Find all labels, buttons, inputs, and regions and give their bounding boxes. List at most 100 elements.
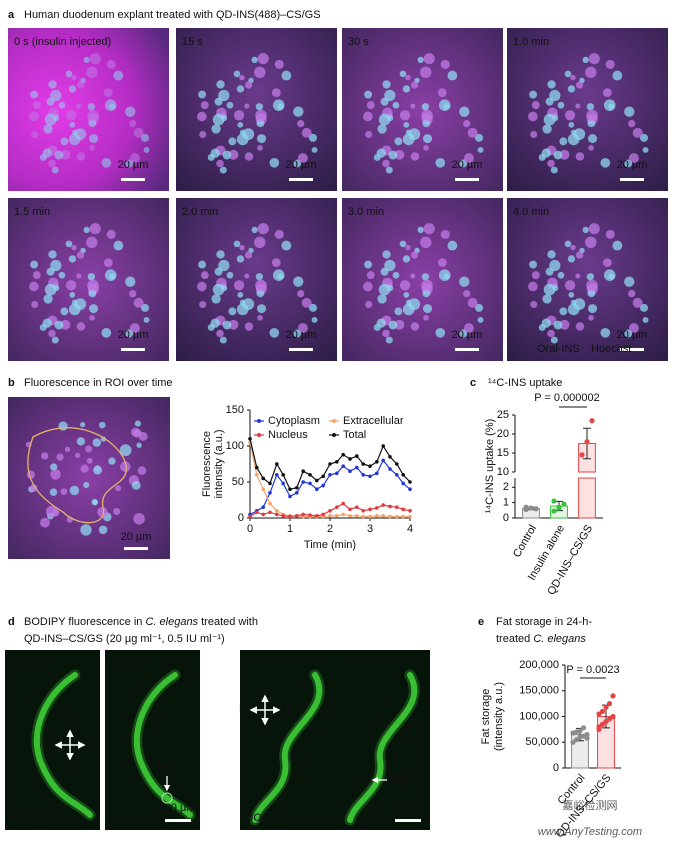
- cell: [543, 283, 556, 296]
- cell: [219, 336, 227, 344]
- cell: [410, 152, 420, 161]
- cell: [49, 488, 58, 496]
- cell: [547, 159, 555, 168]
- cell: [69, 485, 80, 496]
- time-label: 1.5 min: [14, 206, 50, 218]
- cell: [101, 157, 112, 168]
- cell: [628, 153, 639, 164]
- title-part: treated: [496, 633, 533, 645]
- stain-label: BODIPY: [246, 812, 288, 824]
- cell: [58, 421, 68, 431]
- cell: [74, 452, 81, 459]
- cell: [108, 457, 116, 465]
- cell: [200, 271, 209, 280]
- cell: [405, 244, 411, 251]
- cell: [388, 320, 398, 330]
- cell: [89, 53, 101, 65]
- cell: [255, 279, 267, 292]
- point: [375, 514, 379, 518]
- cell: [377, 294, 387, 304]
- cell: [402, 255, 411, 263]
- panel-letter: b: [8, 377, 15, 389]
- cell: [137, 466, 147, 475]
- cell: [588, 134, 598, 144]
- legend-marker: [257, 433, 261, 437]
- data-point: [580, 725, 587, 731]
- cell: [642, 146, 649, 153]
- data-point: [533, 506, 539, 512]
- point: [388, 504, 392, 509]
- cell: [559, 137, 568, 146]
- cell: [528, 281, 538, 292]
- cell: [60, 149, 71, 160]
- cell: [281, 70, 292, 81]
- micrograph-bg: [8, 28, 169, 191]
- cell: [83, 56, 90, 64]
- cell: [628, 290, 636, 298]
- cell: [587, 289, 596, 298]
- cell: [378, 283, 391, 296]
- cell: [575, 152, 585, 161]
- cell: [642, 316, 649, 323]
- cell: [65, 240, 73, 248]
- cell: [529, 260, 538, 269]
- cell: [392, 271, 400, 279]
- y-axis-title: intensity (a.u.): [213, 429, 225, 498]
- scale-bar: [455, 178, 479, 181]
- y-tick-label: 15: [497, 447, 509, 459]
- point: [388, 467, 392, 471]
- point: [368, 464, 372, 468]
- point: [328, 462, 332, 466]
- micrograph-bg: [5, 650, 100, 830]
- cell: [639, 303, 649, 312]
- micrograph: [8, 28, 169, 191]
- series-line: [249, 459, 411, 515]
- cell: [628, 120, 636, 128]
- cell: [101, 327, 112, 338]
- cell: [257, 315, 263, 321]
- cell: [39, 153, 47, 161]
- title-part: BODIPY fluorescence in: [24, 616, 145, 628]
- cell: [570, 244, 576, 251]
- point: [275, 509, 279, 513]
- scale-bar: [620, 348, 644, 351]
- scale-label: 200 µm: [159, 802, 196, 814]
- point: [261, 487, 266, 492]
- data-point: [551, 508, 557, 514]
- scale-label: 20 µm: [452, 159, 483, 171]
- cell: [221, 115, 228, 122]
- watermark: 嘉峪检测网: [563, 798, 618, 812]
- cell: [559, 319, 570, 330]
- cell: [421, 279, 433, 292]
- point: [248, 514, 252, 519]
- cell: [586, 279, 598, 292]
- cell: [388, 150, 398, 160]
- cell: [254, 236, 266, 249]
- cell: [271, 88, 281, 98]
- cell: [274, 59, 284, 69]
- point: [401, 507, 406, 512]
- cell: [608, 103, 615, 110]
- chart-title: ¹⁴C-INS uptake: [488, 377, 562, 389]
- cell: [113, 240, 124, 251]
- point: [368, 514, 372, 519]
- cell: [474, 133, 484, 142]
- cell: [60, 307, 69, 316]
- data-point: [528, 505, 534, 511]
- worm: [252, 672, 323, 823]
- cell: [547, 329, 555, 338]
- point: [348, 469, 352, 474]
- cell: [417, 56, 424, 64]
- cell: [575, 273, 581, 279]
- point: [375, 506, 379, 510]
- cell: [236, 133, 249, 146]
- time-label: 30 s: [348, 36, 369, 48]
- point: [254, 465, 259, 470]
- cell: [255, 273, 264, 281]
- cell: [575, 322, 585, 331]
- cell: [133, 127, 144, 138]
- scale-label: 20 µm: [118, 329, 149, 341]
- title-part: C. elegans: [145, 616, 198, 628]
- cell: [382, 329, 390, 338]
